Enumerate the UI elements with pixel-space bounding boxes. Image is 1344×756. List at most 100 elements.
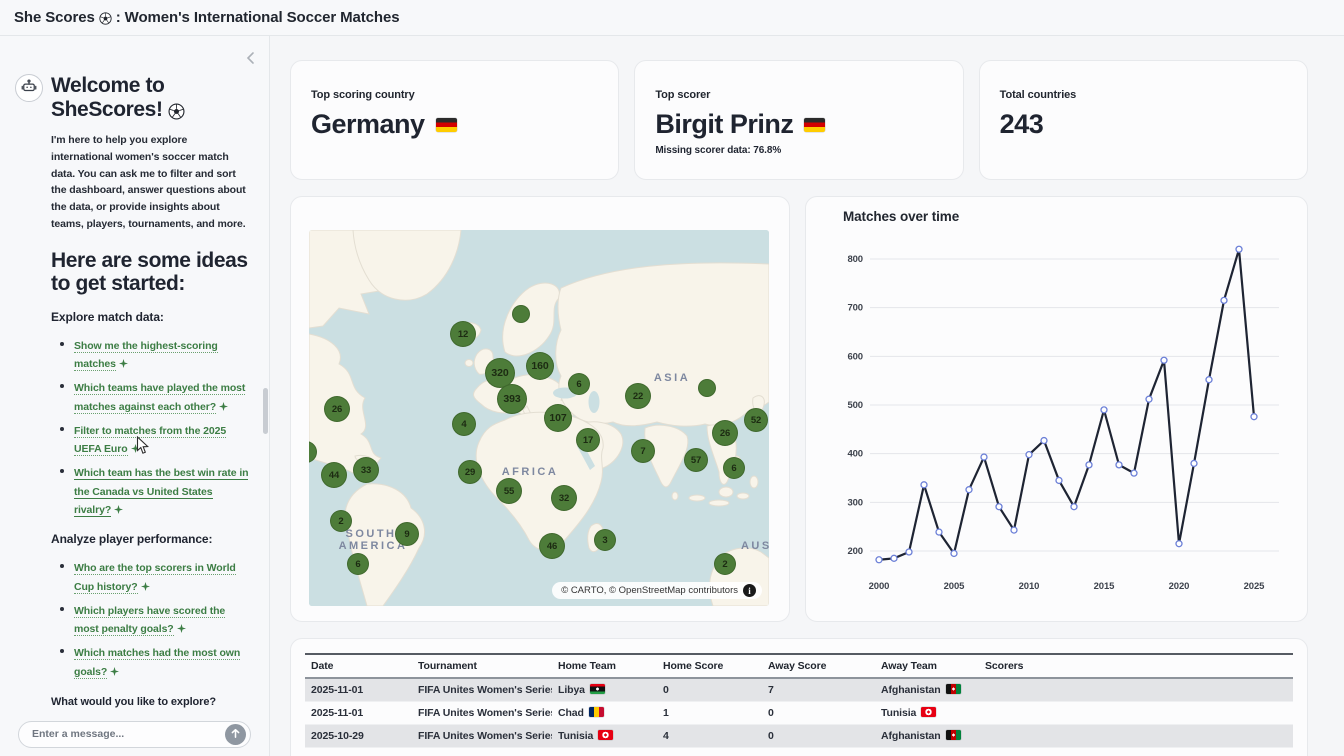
stat-value: Germany	[311, 109, 598, 140]
svg-text:400: 400	[847, 449, 863, 460]
svg-text:500: 500	[847, 400, 863, 411]
map-cluster-marker[interactable]: 17	[576, 428, 600, 452]
map-cluster-marker[interactable]: 2	[330, 510, 352, 532]
svg-text:2020: 2020	[1169, 581, 1190, 592]
map-cluster-marker[interactable]: 320	[485, 358, 515, 388]
map-cluster-marker[interactable]: 9	[395, 522, 419, 546]
map-cluster-marker[interactable]: 6	[723, 457, 745, 479]
column-header[interactable]: Home Team	[558, 660, 616, 672]
map-attribution[interactable]: © CARTO, © OpenStreetMap contributors i	[552, 582, 762, 599]
column-header[interactable]: Tournament	[418, 660, 477, 672]
sidebar-sections: Explore match data: Show me the highest-s…	[51, 310, 251, 680]
map-cluster-marker[interactable]: 107	[544, 404, 572, 432]
table-header: Date Tournament Home Team Home Score Away Sc…	[305, 654, 1293, 678]
app-title-prefix: She Scores	[14, 9, 95, 26]
map-cluster-marker[interactable]: 26	[712, 420, 738, 446]
sparkle-icon	[118, 359, 128, 369]
map-cluster-marker[interactable]: 12	[450, 321, 476, 347]
map-cluster-marker[interactable]: 44	[321, 462, 347, 488]
idea-suggestion-link[interactable]: Filter to matches from the 2025 UEFA Eur…	[74, 424, 227, 457]
idea-suggestion-link[interactable]: Who are the top scorers in World Cup his…	[74, 562, 236, 594]
svg-text:2000: 2000	[869, 581, 890, 592]
map-attribution-text: © CARTO, © OpenStreetMap contributors	[561, 585, 738, 596]
column-header[interactable]: Away Score	[768, 660, 827, 672]
map-cluster-marker[interactable]: 4	[452, 412, 476, 436]
cell-scorers	[979, 678, 1293, 702]
line-chart[interactable]: 200 300 400 500 600 700 800 2000 2005 2010 2015 202…	[806, 197, 1311, 623]
map-cluster-marker[interactable]: 393	[497, 384, 527, 414]
sparkle-icon	[219, 401, 229, 411]
column-header[interactable]: Away Team	[881, 660, 937, 672]
stat-label: Total countries	[999, 89, 1077, 101]
cell-scorers	[979, 725, 1293, 748]
arrow-up-icon	[230, 727, 241, 742]
map-cluster-marker[interactable]: 26	[324, 396, 350, 422]
cell-home-team: Chad	[552, 702, 657, 725]
map-cluster-marker[interactable]: 46	[539, 533, 565, 559]
svg-text:2010: 2010	[1019, 581, 1040, 592]
stat-note: Missing scorer data: 76.8%	[655, 145, 782, 156]
tunisia-flag-icon	[598, 730, 614, 740]
cell-home-score: 4	[663, 730, 669, 742]
send-message-button[interactable]	[225, 723, 246, 745]
cell-away-score: 0	[768, 707, 774, 719]
idea-suggestion-link[interactable]: Which players have scored the most penal…	[74, 604, 226, 637]
map-cluster-marker[interactable]	[512, 305, 530, 323]
list-item: Who are the top scorers in World Cup his…	[51, 558, 251, 595]
list-item: Which teams have played the most matches…	[51, 378, 251, 415]
matches-table-card: Date Tournament Home Team Home Score Away Sc…	[290, 638, 1308, 756]
idea-suggestion-link[interactable]: Which teams have played the most matches…	[74, 382, 246, 414]
sparkle-icon	[110, 666, 120, 676]
column-header[interactable]: Home Score	[663, 660, 724, 672]
chat-input-container	[18, 720, 251, 748]
svg-text:600: 600	[847, 351, 863, 362]
list-item: Which team has the best win rate in the …	[51, 463, 251, 518]
map-cluster-marker[interactable]: 33	[353, 457, 379, 483]
map-cluster-marker[interactable]: 6	[568, 373, 590, 395]
sparkle-icon	[140, 581, 150, 591]
assistant-intro: I'm here to help you explore internation…	[51, 134, 246, 231]
top-bar: She Scores : Women's International Socce…	[0, 0, 1344, 36]
cell-away-team: Tunisia	[875, 702, 979, 725]
chat-message-input[interactable]	[32, 728, 225, 741]
map-cluster-marker[interactable]: 32	[551, 485, 577, 511]
idea-suggestion-link[interactable]: Which matches had the most own goals?	[74, 647, 241, 679]
table-row: 2025-11-01 FIFA Unites Women's Series Chad…	[305, 702, 1293, 725]
cell-scorers	[979, 702, 1293, 725]
column-header[interactable]: Scorers	[985, 660, 1024, 672]
svg-text:2005: 2005	[944, 581, 966, 592]
app-title: She Scores : Women's International Socce…	[14, 9, 400, 26]
svg-text:800: 800	[847, 254, 863, 265]
idea-suggestion-link[interactable]: Show me the highest-scoring matches	[74, 339, 218, 372]
sidebar-scrollbar[interactable]	[263, 388, 268, 434]
soccer-ball-icon	[168, 100, 185, 123]
germany-flag-icon	[804, 117, 826, 132]
map-cluster-marker[interactable]: 6	[347, 553, 369, 575]
cell-home-team: Tunisia	[552, 725, 657, 748]
idea-suggestion-link[interactable]: Which team has the best win rate in the …	[74, 467, 249, 517]
map-region-label: SOUTH	[345, 528, 397, 540]
map-cluster-marker[interactable]: 57	[684, 448, 708, 472]
map-cluster-marker[interactable]: 2	[714, 553, 736, 575]
map-cluster-marker[interactable]	[698, 379, 716, 397]
map-cluster-marker[interactable]: 29	[458, 460, 482, 484]
map-cluster-marker[interactable]: 7	[631, 439, 655, 463]
cell-home-team: Libya	[552, 678, 657, 702]
map-cluster-marker[interactable]: 22	[625, 383, 651, 409]
map-region-label: AMERICA	[338, 540, 408, 552]
stat-value: Birgit Prinz	[655, 109, 942, 140]
column-header[interactable]: Date	[311, 660, 334, 672]
map-cluster-marker[interactable]: 52	[744, 408, 768, 432]
tunisia-flag-icon	[921, 707, 937, 717]
sidebar-collapse-button[interactable]	[243, 50, 259, 66]
chart-title: Matches over time	[843, 209, 960, 224]
svg-text:300: 300	[847, 497, 863, 508]
info-icon[interactable]: i	[743, 584, 756, 597]
stat-value: 243	[999, 109, 1044, 139]
map-cluster-marker[interactable]: 55	[496, 478, 522, 504]
map-cluster-marker[interactable]: 160	[526, 352, 554, 380]
list-item: Show me the highest-scoring matches	[51, 336, 251, 373]
map-cluster-marker[interactable]: 3	[594, 529, 616, 551]
